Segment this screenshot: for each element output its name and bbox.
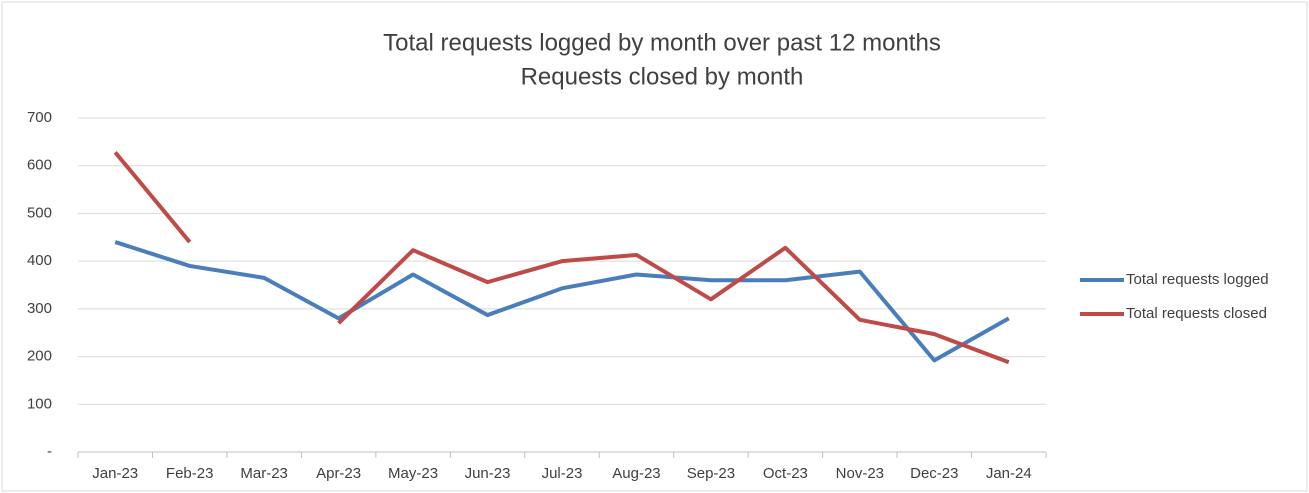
x-tick-label: Dec-23: [910, 465, 958, 482]
x-tick-label: Nov-23: [836, 465, 884, 482]
y-tick-label: 400: [27, 252, 52, 269]
x-tick-label: Mar-23: [240, 465, 288, 482]
y-tick-label: -: [47, 443, 52, 460]
y-tick-label: 500: [27, 204, 52, 221]
line-series: [114, 240, 1010, 363]
y-tick-label: 700: [27, 109, 52, 126]
y-tick-label: 200: [27, 348, 52, 365]
x-tick-label: Feb-23: [166, 465, 214, 482]
x-tick-label: Oct-23: [763, 465, 808, 482]
x-tick-label: Jan-24: [986, 465, 1032, 482]
x-tick-label: Jun-23: [465, 465, 511, 482]
y-tick-label: 600: [27, 157, 52, 174]
legend-label: Total requests closed: [1126, 305, 1267, 322]
x-tick-label: Apr-23: [316, 465, 361, 482]
x-tick-label: Aug-23: [612, 465, 660, 482]
x-tick-label: May-23: [388, 465, 438, 482]
chart-title: Total requests logged by month over past…: [383, 29, 941, 56]
chart-subtitle: Requests closed by month: [521, 63, 804, 90]
x-tick-label: Jul-23: [542, 465, 583, 482]
line-series: [113, 151, 1010, 365]
x-tick-label: Jan-23: [92, 465, 138, 482]
y-tick-label: 300: [27, 300, 52, 317]
x-tick-label: Sep-23: [687, 465, 735, 482]
legend-label: Total requests logged: [1126, 271, 1269, 288]
y-tick-label: 100: [27, 395, 52, 412]
